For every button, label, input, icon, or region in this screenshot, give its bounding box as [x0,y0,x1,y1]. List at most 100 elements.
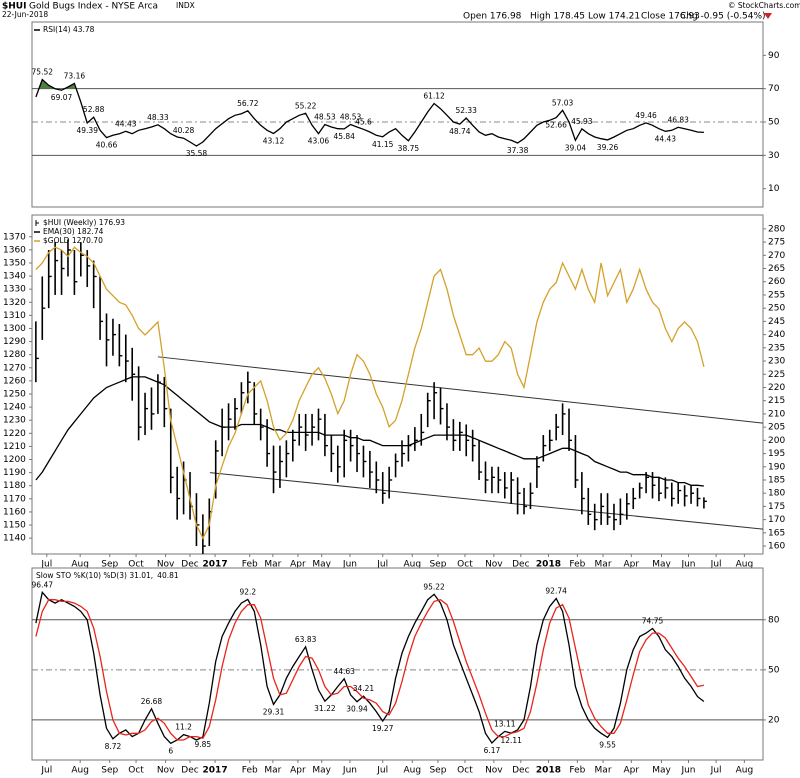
x-tick-label: Dec [512,766,529,776]
x-tick-label: Feb [242,766,258,776]
date: 22-Jun-2018 [2,10,48,19]
x-tick-label: Apr [624,766,640,776]
x-tick-label: Jul [710,766,722,776]
value-label: 38.75 [398,144,420,153]
x-tick-label: Sep [101,766,118,776]
value-label: 44.43 [655,134,677,143]
y2-tick-label: 1320 [3,298,26,308]
y-tick-label: 255 [768,290,785,300]
trend-line [157,356,764,424]
series-line [35,598,705,741]
x-tick-label: Mar [264,766,281,776]
y2-tick-label: 1330 [3,285,26,295]
quote-close: Close 176.93 [641,12,700,22]
x-tick-label: Feb [242,560,258,570]
value-label: 11.2 [175,723,192,732]
value-label: 41.15 [372,140,394,149]
y2-tick-label: 1180 [3,481,26,491]
legend-entry: EMA(30) 182.74 [43,227,104,236]
panel-frame [31,567,764,761]
value-label: 48.53 [314,112,336,121]
x-tick-label: 2018 [536,560,561,570]
y-tick-label: 220 [768,383,785,393]
y-tick-label: 205 [768,423,785,433]
quote-change: Chg -0.95 (-0.54%) [680,12,766,22]
x-tick-label: Feb [569,560,585,570]
y-tick-label: 80 [768,615,780,625]
legend-entry: 40.81 [157,571,179,580]
value-label: 63.83 [295,635,317,644]
x-tick-label: Sep [429,560,446,570]
y-tick-label: 10 [768,184,780,194]
x-tick-label: Mar [264,560,281,570]
value-label: 52.88 [83,105,105,114]
value-label: 9.55 [599,740,616,749]
x-tick-label: 2018 [536,766,561,776]
x-tick-label: Jun [342,766,357,776]
x-tick-label: Aug [403,766,421,776]
y2-tick-label: 1220 [3,429,26,439]
y2-tick-label: 1240 [3,403,26,413]
trend-line [209,472,764,530]
value-label: 48.53 [340,112,362,121]
y-tick-label: 50 [768,118,780,128]
y2-tick-label: 1260 [3,376,26,386]
y-tick-label: 165 [768,528,785,538]
y2-tick-label: 1160 [3,507,26,517]
y-tick-label: 245 [768,317,785,327]
y-tick-label: 185 [768,475,785,485]
y2-tick-label: 1190 [3,468,26,478]
x-tick-label: Jul [376,766,388,776]
y2-tick-label: 1370 [3,232,26,242]
value-label: 40.28 [173,126,195,135]
x-tick-label: Jun [680,560,695,570]
x-tick-label: Nov [157,560,175,570]
value-label: 45.84 [333,132,355,141]
value-label: 95.22 [423,582,445,591]
y-tick-label: 70 [768,84,780,94]
quote-low: Low 174.21 [588,12,640,22]
x-tick-label: Oct [457,766,473,776]
y2-tick-label: 1280 [3,350,26,360]
x-tick-label: Jul [40,560,52,570]
value-label: 8.72 [105,742,122,751]
x-tick-label: Nov [485,766,503,776]
legend-entry: Slow STO %K(10) %D(3) 31.01, [36,571,153,580]
value-label: 39.26 [597,143,619,152]
y2-tick-label: 1290 [3,337,26,347]
y-tick-label: 240 [768,330,785,340]
value-label: 49.46 [635,111,657,120]
x-tick-label: Apr [624,560,640,570]
value-label: 19.27 [372,724,394,733]
y2-tick-label: 1140 [3,534,26,544]
y2-tick-label: 1200 [3,455,26,465]
y-tick-label: 270 [768,251,785,261]
x-tick-label: Sep [429,766,446,776]
series-line [35,376,704,487]
y-tick-label: 50 [768,665,780,675]
legend-entry: $HUI (Weekly) 176.93 [43,218,125,227]
x-tick-label: May [652,766,671,776]
value-label: 43.06 [308,137,330,146]
x-tick-label: Dec [181,766,198,776]
y2-tick-label: 1310 [3,311,26,321]
panel-frame [31,214,764,555]
y-tick-label: 175 [768,502,785,512]
series-line [35,246,705,540]
x-tick-label: Jun [680,766,695,776]
value-label: 35.58 [186,149,208,158]
value-label: 49.39 [77,126,99,135]
y-tick-label: 210 [768,409,785,419]
value-label: 12.11 [500,736,522,745]
x-tick-label: May [312,766,331,776]
x-tick-label: Aug [736,766,754,776]
plot-area [35,239,707,554]
y2-tick-label: 1210 [3,442,26,452]
y2-tick-label: 1270 [3,363,26,373]
value-label: 31.22 [314,704,336,713]
value-label: 61.12 [423,91,445,100]
value-label: 48.33 [147,113,169,122]
panel-frame [31,21,764,208]
y-tick-label: 170 [768,515,785,525]
exchange: INDX [176,1,195,10]
